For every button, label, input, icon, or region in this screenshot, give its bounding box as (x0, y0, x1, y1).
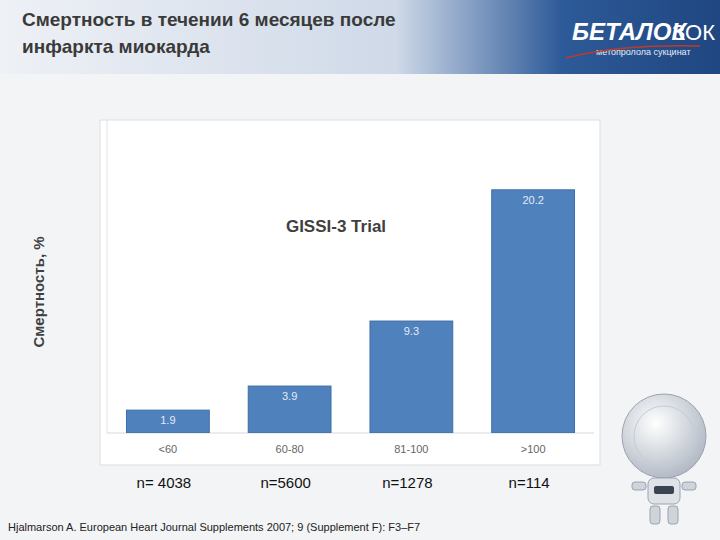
x-tick-label: 81-100 (394, 443, 428, 455)
title: Смертность в течении 6 месяцев после инф… (22, 6, 492, 60)
logo-subtitle: метопролола сукцинат (596, 47, 691, 57)
y-axis-label: Смертность, % (30, 236, 47, 347)
x-tick-label: 60-80 (276, 443, 304, 455)
y-axis-line (107, 120, 108, 433)
logo-swoosh (566, 46, 700, 58)
x-tick-label: <60 (159, 443, 178, 455)
bars (126, 190, 574, 433)
data-label: 3.9 (282, 390, 297, 402)
sample-size: n=114 (509, 474, 550, 491)
data-label: 1.9 (160, 414, 175, 426)
sample-size: n=5600 (260, 474, 310, 491)
sample-size: n= 4038 (137, 474, 192, 491)
sample-size: n=1278 (382, 474, 432, 491)
annotation: GISSI-3 Trial (286, 217, 386, 236)
data-label: 20.2 (522, 194, 543, 206)
data-label: 9.3 (404, 325, 419, 337)
x-tick-label: >100 (521, 443, 546, 455)
header-band (0, 0, 720, 74)
logo-suffix: ЗОК (672, 20, 715, 45)
robot-decoration (622, 394, 706, 524)
chart-box (100, 120, 600, 465)
labels: 1.9 <60 n= 4038 3.9 60-80 n=5600 9.3 81-100 n=12… (137, 194, 550, 491)
source: Hjalmarson A. European Heart Journal Sup… (8, 521, 420, 533)
bar (492, 190, 575, 433)
bar (126, 410, 209, 433)
logo: БЕТАЛОКЗОКметопролола сукцинат (566, 18, 715, 58)
slide: БЕТАЛОКЗОКметопролола сукцинат1.9<60n= 4… (0, 0, 720, 540)
bar (248, 386, 331, 433)
bar (370, 321, 453, 433)
